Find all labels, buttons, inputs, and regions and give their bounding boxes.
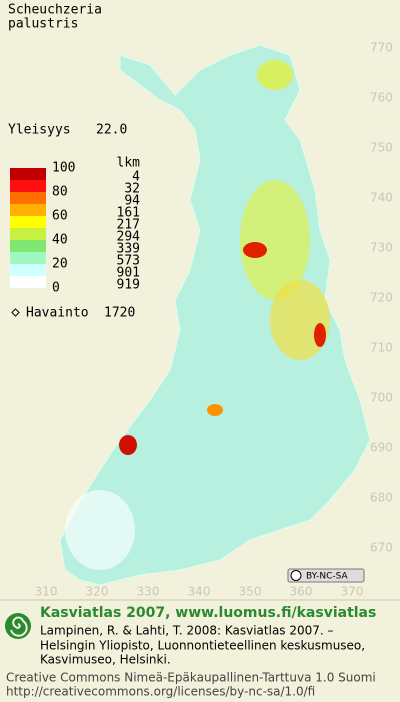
north-label: 720 — [370, 291, 393, 305]
species-genus: Scheuchzeria — [8, 3, 102, 18]
density-area — [119, 435, 137, 455]
swatch — [10, 264, 46, 276]
north-label: 750 — [370, 141, 393, 155]
swatch — [10, 192, 46, 204]
swatch — [10, 240, 46, 252]
north-label: 730 — [370, 241, 393, 255]
count-label: 573 — [117, 254, 140, 269]
east-label: 330 — [137, 585, 160, 599]
north-label: 740 — [370, 191, 393, 205]
finland-map — [59, 44, 371, 586]
east-label: 310 — [35, 585, 58, 599]
license-badge[interactable] — [287, 568, 365, 583]
count-label: 217 — [117, 218, 140, 233]
density-area — [243, 242, 267, 258]
scale-label: 60 — [52, 209, 68, 224]
count-label: 4 — [132, 170, 140, 185]
density-area — [270, 280, 330, 360]
swatch — [10, 276, 46, 288]
east-label: 360 — [290, 585, 313, 599]
count-label: 901 — [117, 266, 140, 281]
citation-line: Kasvimuseo, Helsinki. — [40, 653, 171, 667]
swatch — [10, 168, 46, 180]
citation-line: Lampinen, R. & Lahti, T. 2008: Kasviatla… — [40, 624, 334, 638]
citation-line: Helsingin Yliopisto, Luonnontieteellinen… — [40, 639, 365, 653]
north-label: 760 — [370, 91, 393, 105]
east-axis: 310 320 330 340 350 360 370 — [35, 585, 364, 599]
frequency-label: Yleisyys — [8, 123, 71, 138]
density-area — [314, 323, 326, 347]
scale-label: 0 — [52, 281, 60, 296]
cc-icon — [290, 570, 302, 581]
logo — [5, 613, 31, 639]
density-area — [257, 60, 293, 90]
count-label: 32 — [124, 182, 140, 197]
east-label: 320 — [86, 585, 109, 599]
north-label: 670 — [370, 541, 393, 555]
swatch — [10, 204, 46, 216]
species-epithet: palustris — [8, 17, 78, 32]
count-label: 294 — [117, 230, 141, 245]
density-area — [240, 180, 310, 300]
scale-label: 100 — [52, 161, 75, 176]
scale-label: 40 — [52, 233, 68, 248]
observation-label: Havainto — [26, 306, 89, 321]
scale-label: 80 — [52, 185, 68, 200]
north-axis: 770 760 750 740 730 720 710 700 690 680 670 — [370, 41, 393, 555]
north-label: 680 — [370, 491, 393, 505]
count-label: 161 — [117, 206, 140, 221]
north-label: 700 — [370, 391, 393, 405]
license-line[interactable]: http://creativecommons.org/licenses/by-n… — [6, 685, 315, 699]
north-label: 770 — [370, 41, 393, 55]
frequency-value: 22.0 — [96, 123, 127, 138]
north-label: 710 — [370, 341, 393, 355]
swatch — [10, 252, 46, 264]
swatch — [10, 180, 46, 192]
swatch — [10, 228, 46, 240]
sparse-area — [65, 490, 135, 570]
observation-count: 1720 — [104, 306, 135, 321]
count-label: 94 — [124, 194, 140, 209]
footer-title: Kasviatlas 2007, www.luomus.fi/kasviatla… — [40, 605, 376, 621]
east-label: 340 — [188, 585, 211, 599]
license-line: Creative Commons Nimeä-Epäkaupallinen-Ta… — [6, 671, 376, 685]
scale-label: 20 — [52, 257, 68, 272]
count-label: 919 — [117, 278, 140, 293]
legend-swatches — [10, 168, 46, 288]
density-area — [207, 404, 223, 416]
country-outline — [59, 44, 371, 586]
observation-symbol — [11, 308, 20, 317]
license-badge-text: BY-NC-SA — [306, 572, 349, 582]
east-label: 350 — [239, 585, 262, 599]
swatch — [10, 216, 46, 228]
north-label: 690 — [370, 441, 393, 455]
logo-spiral — [10, 616, 28, 637]
count-label: 339 — [117, 242, 140, 257]
legend-scale: 100 80 60 40 20 0 — [52, 161, 75, 296]
count-header: lkm — [117, 156, 141, 171]
east-label: 370 — [341, 585, 364, 599]
